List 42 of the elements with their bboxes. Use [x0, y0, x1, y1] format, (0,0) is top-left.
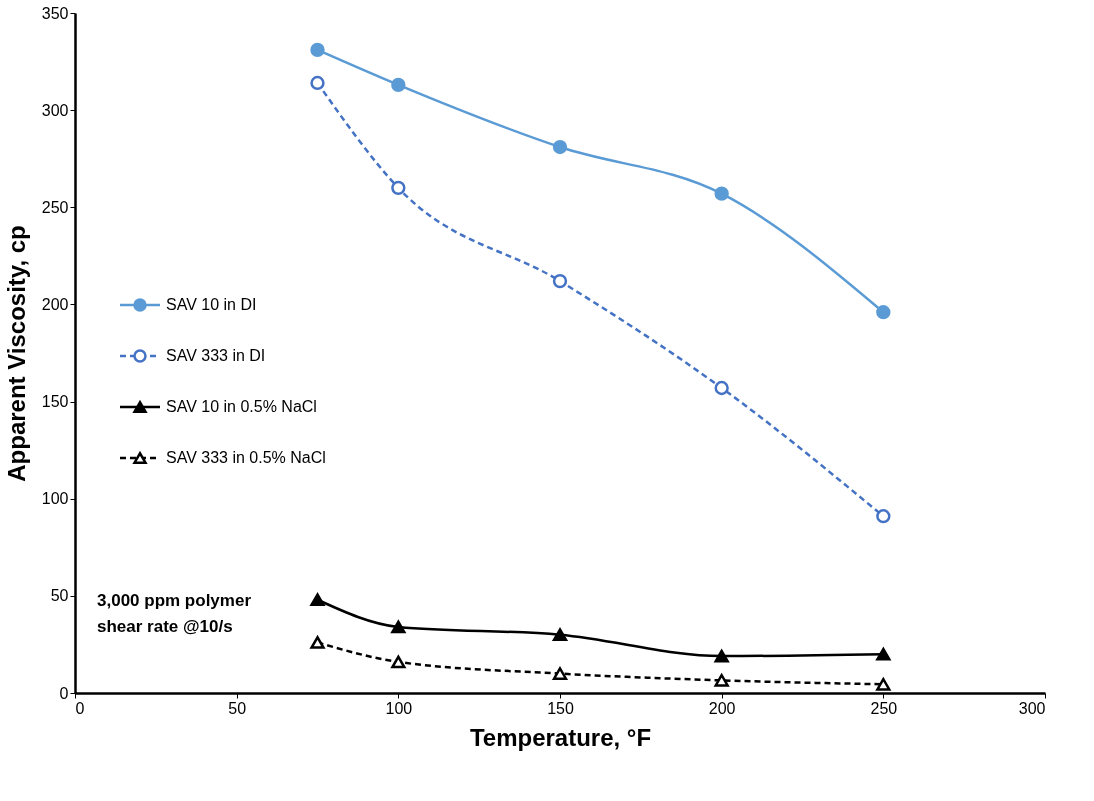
x-tick-label: 200 — [708, 699, 736, 717]
point — [876, 647, 891, 661]
point — [552, 273, 568, 289]
point — [391, 180, 406, 196]
x-tick-label: 300 — [1018, 699, 1046, 717]
y-tick-label: 350 — [41, 4, 69, 22]
point — [391, 620, 406, 634]
point — [310, 42, 325, 58]
y-tick-label: 250 — [41, 198, 69, 216]
point — [714, 674, 729, 687]
point — [552, 628, 568, 642]
legend-label: SAV 10 in DI — [166, 296, 257, 313]
point — [552, 667, 568, 680]
y-tick-label: 300 — [41, 101, 69, 119]
point — [391, 77, 406, 93]
x-tick-label: 250 — [870, 699, 898, 717]
point — [391, 655, 406, 669]
legend-label: SAV 333 in DI — [166, 347, 266, 364]
y-tick-label: 50 — [50, 587, 69, 605]
x-tick-label: 150 — [547, 699, 574, 717]
y-tick-label: 150 — [41, 393, 69, 411]
point — [552, 139, 568, 155]
point — [876, 305, 891, 320]
legend-label: SAV 333 in 0.5% NaCl — [166, 449, 326, 466]
y-axis-title: Apparent Viscosity, cp — [2, 225, 30, 482]
x-tick-label: 0 — [75, 699, 85, 717]
x-tick-label: 50 — [228, 699, 247, 717]
x-tick-label: 100 — [385, 699, 413, 717]
annotation: 3,000 ppm polymer shear rate @10/s — [97, 591, 252, 636]
point — [310, 75, 325, 91]
y-tick-label: 0 — [59, 684, 69, 702]
point — [310, 636, 325, 649]
point — [714, 380, 729, 396]
point — [876, 509, 891, 524]
point — [310, 593, 325, 607]
point — [876, 677, 891, 691]
point — [714, 186, 729, 201]
y-tick-label: 200 — [41, 295, 69, 313]
x-axis-title: Temperature, °F — [469, 723, 652, 751]
legend-label: SAV 10 in 0.5% NaCl — [166, 398, 317, 415]
y-tick-label: 100 — [41, 490, 69, 508]
point — [714, 649, 729, 663]
